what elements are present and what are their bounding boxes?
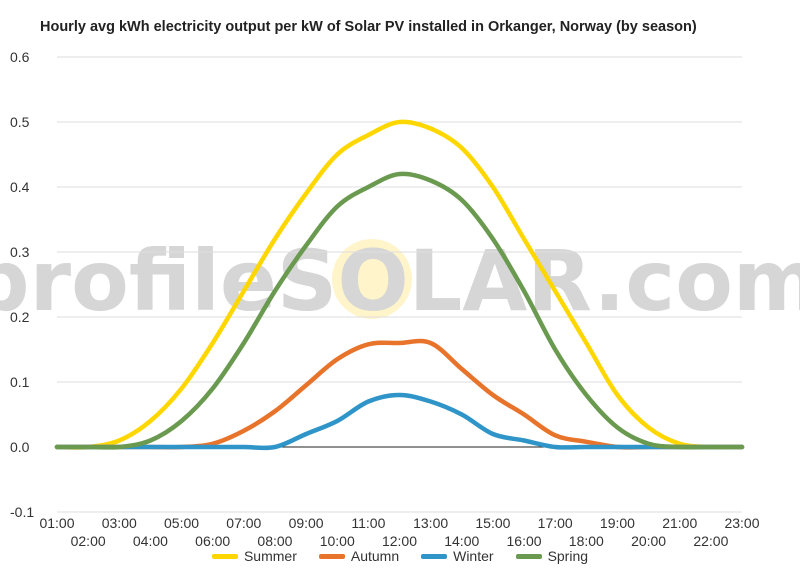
x-tick-label: 09:00 [289,515,324,531]
x-tick-label: 20:00 [631,533,666,549]
x-tick-label: 11:00 [351,515,385,531]
x-tick-label: 13:00 [413,515,448,531]
x-tick-label: 03:00 [102,515,137,531]
legend-label: Autumn [350,548,400,564]
y-tick-label: 0.4 [10,179,30,195]
x-tick-label: 06:00 [195,533,230,549]
series-line-summer [54,119,745,450]
legend-item-spring: Spring [515,548,589,564]
legend-swatch [318,553,345,559]
x-tick-label: 21:00 [662,515,697,531]
x-tick-label: 10:00 [320,533,355,549]
legend-swatch [211,553,238,559]
legend-swatch [515,553,542,559]
chart-title: Hourly avg kWh electricity output per kW… [40,19,697,35]
x-tick-label: 04:00 [133,533,168,549]
x-tick-label: 23:00 [724,515,759,531]
legend: Summer Autumn Winter Spring [0,548,800,564]
legend-label: Spring [547,548,589,564]
y-tick-label: 0.1 [10,374,30,390]
x-tick-label: 08:00 [257,533,292,549]
legend-item-winter: Winter [421,548,494,564]
x-tick-label: 18:00 [569,533,604,549]
y-tick-label: 0.3 [10,244,30,260]
y-tick-label: 0.5 [10,114,30,130]
x-tick-label: 01:00 [39,515,74,531]
y-tick-label: 0.2 [10,309,30,325]
x-tick-label: 16:00 [507,533,542,549]
series-line-spring [54,171,745,450]
x-tick-label: 19:00 [600,515,635,531]
x-tick-label: 14:00 [444,533,479,549]
legend-swatch [421,553,448,559]
legend-label: Summer [243,548,297,564]
x-tick-label: 02:00 [71,533,106,549]
watermark-text: profileSOLAR.com [0,232,800,330]
x-tick-label: 22:00 [693,533,728,549]
legend-item-summer: Summer [211,548,297,564]
legend-label: Winter [453,548,494,564]
legend-item-autumn: Autumn [318,548,400,564]
series-line-winter [54,392,745,451]
x-tick-label: 15:00 [475,515,510,531]
watermark-sun [332,239,412,319]
x-tick-label: 07:00 [226,515,261,531]
x-tick-label: 12:00 [382,533,417,549]
x-tick-label: 17:00 [538,515,573,531]
y-tick-label: 0.0 [10,439,30,455]
x-tick-label: 05:00 [164,515,199,531]
y-tick-label: -0.1 [10,504,34,520]
y-tick-label: 0.6 [10,49,30,65]
